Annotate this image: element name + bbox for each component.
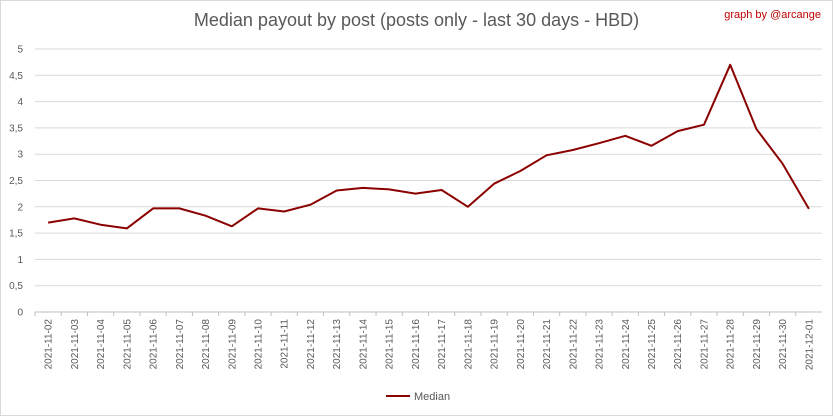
x-tick-label: 2021-11-15: [385, 319, 396, 370]
legend: Median: [386, 391, 450, 403]
y-tick-label: 0: [17, 308, 23, 319]
y-tick-label: 1,5: [9, 229, 23, 240]
x-tick-label: 2021-11-30: [778, 319, 789, 370]
y-tick-label: 4: [17, 97, 23, 108]
x-tick-label: 2021-11-18: [463, 319, 474, 370]
x-tick-label: 2021-11-25: [647, 319, 658, 370]
x-tick-label: 2021-11-26: [673, 319, 684, 370]
x-tick-label: 2021-11-07: [175, 319, 186, 370]
y-tick-label: 2: [17, 202, 23, 213]
y-tick-label: 3: [17, 150, 23, 161]
chart-credit: graph by @arcange: [724, 9, 821, 21]
y-tick-label: 1: [17, 255, 23, 266]
x-tick-label: 2021-11-17: [437, 319, 448, 370]
x-tick-label: 2021-11-16: [411, 319, 422, 370]
x-tick-label: 2021-11-19: [490, 319, 501, 370]
x-tick-label: 2021-11-27: [699, 319, 710, 370]
x-axis-ticks: 2021-11-02 2021-11-03 2021-11-04 2021-11-05…: [34, 312, 815, 371]
x-tick-label: 2021-11-05: [122, 319, 133, 370]
x-tick-label: 2021-11-11: [280, 319, 291, 369]
x-tick-label: 2021-11-21: [542, 319, 553, 370]
x-tick-label: 2021-11-10: [253, 319, 264, 370]
x-tick-label: 2021-11-23: [595, 319, 606, 370]
x-tick-label: 2021-11-02: [44, 319, 55, 370]
gridlines: [35, 48, 822, 313]
x-tick-label: 2021-11-12: [306, 319, 317, 370]
x-tick-label: 2021-11-13: [332, 319, 343, 370]
y-tick-label: 0,5: [9, 281, 23, 292]
series-line-median: [47, 63, 810, 230]
y-axis-ticks: 0 0,5 1 1,5 2 2,5 3 3,5 4 4,5 5: [9, 45, 23, 319]
x-tick-label: 2021-11-28: [726, 319, 737, 370]
y-tick-label: 5: [17, 45, 23, 56]
x-tick-label: 2021-11-24: [621, 319, 632, 370]
x-tick-label: 2021-11-08: [201, 319, 212, 370]
x-tick-label: 2021-11-03: [70, 319, 81, 370]
x-tick-label: 2021-11-14: [358, 319, 369, 370]
x-tick-label: 2021-11-29: [752, 319, 763, 370]
x-tick-label: 2021-11-09: [227, 319, 238, 370]
x-tick-label: 2021-11-20: [516, 319, 527, 370]
chart-title: Median payout by post (posts only - last…: [193, 10, 640, 30]
x-tick-label: 2021-12-01: [804, 319, 815, 371]
x-tick-label: 2021-11-22: [568, 319, 579, 370]
legend-label-median: Median: [414, 391, 450, 403]
x-tick-label: 2021-11-06: [149, 319, 160, 370]
y-tick-label: 3,5: [9, 123, 23, 134]
y-tick-label: 4,5: [9, 71, 23, 82]
x-tick-label: 2021-11-04: [96, 319, 107, 370]
y-tick-label: 2,5: [9, 176, 23, 187]
